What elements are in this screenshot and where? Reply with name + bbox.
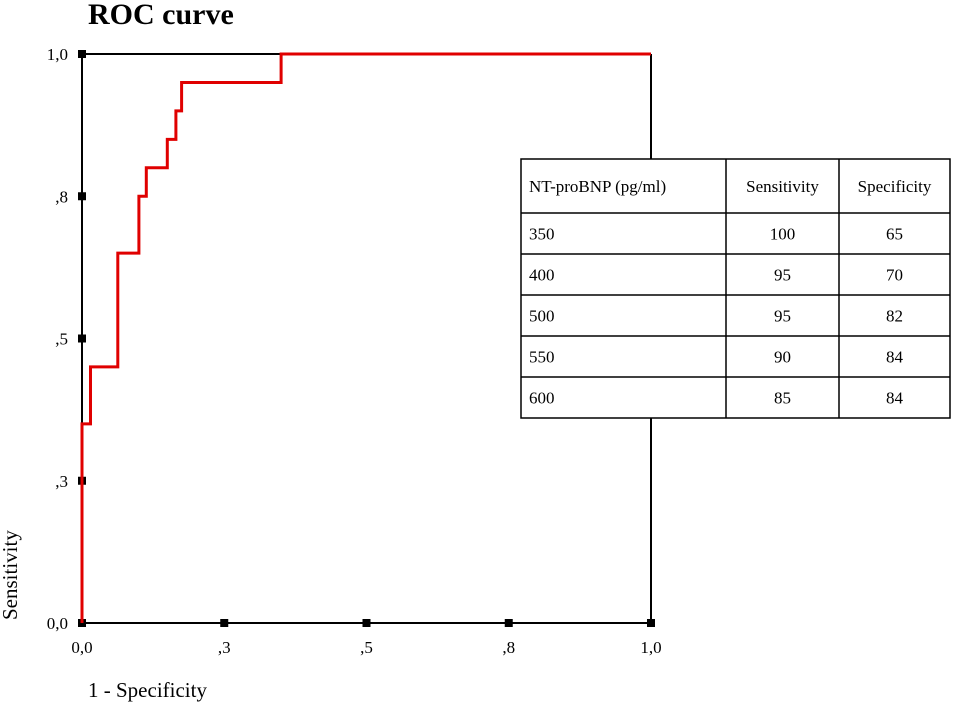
table-cell: 84 xyxy=(886,389,904,408)
table-cell: 95 xyxy=(774,266,791,285)
table-cell: 85 xyxy=(774,389,791,408)
table-cell: 82 xyxy=(886,307,903,326)
y-tick-label: ,5 xyxy=(55,330,68,349)
x-axis-label: 1 - Specificity xyxy=(88,678,207,702)
threshold-table xyxy=(520,158,951,419)
y-tick-label: ,3 xyxy=(55,472,68,491)
table-cell: 400 xyxy=(529,266,555,285)
y-axis-label: Sensitivity xyxy=(0,530,22,620)
x-tick-label: ,3 xyxy=(218,638,231,657)
y-tick-label: ,8 xyxy=(55,187,68,206)
x-tick-mark xyxy=(647,619,655,627)
table-cell: 550 xyxy=(529,348,555,367)
x-tick-label: ,5 xyxy=(360,638,373,657)
table-cell: 65 xyxy=(886,225,903,244)
x-tick-label: 1,0 xyxy=(640,638,661,657)
table-cell: 100 xyxy=(770,225,796,244)
table-cell: 70 xyxy=(886,266,903,285)
y-tick-label: 0,0 xyxy=(47,614,68,633)
y-tick-mark xyxy=(78,334,86,343)
chart-title: ROC curve xyxy=(88,0,234,31)
y-tick-label: 1,0 xyxy=(47,45,68,64)
x-tick-mark xyxy=(504,619,513,627)
x-tick-mark xyxy=(220,619,229,627)
table-header-cell: NT-proBNP (pg/ml) xyxy=(529,177,666,196)
x-tick-mark xyxy=(362,619,371,627)
table-cell: 500 xyxy=(529,307,555,326)
table-cell: 600 xyxy=(529,389,555,408)
y-tick-mark xyxy=(78,192,86,201)
table-cell: 95 xyxy=(774,307,791,326)
table-header-cell: Sensitivity xyxy=(746,177,819,196)
table-header-cell: Specificity xyxy=(858,177,932,196)
table-cell: 84 xyxy=(886,348,904,367)
x-tick-label: ,8 xyxy=(502,638,515,657)
y-tick-mark xyxy=(78,50,86,58)
table-cell: 350 xyxy=(529,225,555,244)
x-tick-label: 0,0 xyxy=(71,638,92,657)
table-cell: 90 xyxy=(774,348,791,367)
roc-curve-line xyxy=(80,52,651,623)
